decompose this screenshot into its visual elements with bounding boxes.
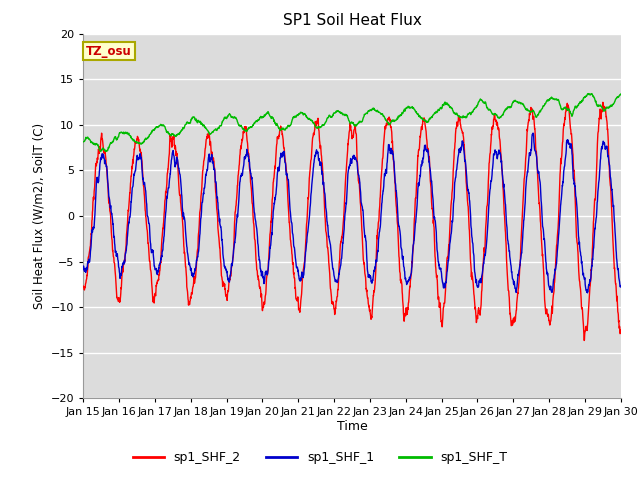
sp1_SHF_2: [580, 337, 588, 343]
sp1_SHF_T: [102, 148, 110, 154]
Text: TZ_osu: TZ_osu: [86, 45, 132, 58]
sp1_SHF_1: [584, 290, 591, 296]
sp1_SHF_T: [585, 91, 593, 97]
sp1_SHF_2: [367, 314, 375, 320]
sp1_SHF_1: [529, 131, 537, 136]
sp1_SHF_2: [508, 318, 516, 324]
sp1_SHF_T: [230, 115, 237, 121]
sp1_SHF_2: [379, 154, 387, 159]
sp1_SHF_1: [229, 253, 237, 259]
Line: sp1_SHF_T: sp1_SHF_T: [83, 94, 621, 151]
sp1_SHF_T: [79, 139, 87, 145]
sp1_SHF_T: [508, 101, 516, 107]
sp1_SHF_T: [368, 107, 376, 113]
sp1_SHF_1: [617, 284, 625, 289]
sp1_SHF_T: [380, 113, 387, 119]
sp1_SHF_T: [570, 108, 577, 114]
sp1_SHF_2: [229, 254, 237, 260]
sp1_SHF_1: [570, 176, 577, 181]
sp1_SHF_2: [599, 99, 607, 105]
sp1_SHF_2: [617, 329, 625, 335]
sp1_SHF_1: [508, 271, 516, 277]
sp1_SHF_1: [79, 264, 87, 269]
Title: SP1 Soil Heat Flux: SP1 Soil Heat Flux: [283, 13, 421, 28]
Y-axis label: Soil Heat Flux (W/m2), SoilT (C): Soil Heat Flux (W/m2), SoilT (C): [32, 123, 45, 309]
Legend: sp1_SHF_2, sp1_SHF_1, sp1_SHF_T: sp1_SHF_2, sp1_SHF_1, sp1_SHF_T: [127, 446, 513, 469]
sp1_SHF_T: [617, 91, 625, 97]
sp1_SHF_1: [367, 278, 375, 284]
sp1_SHF_1: [585, 282, 593, 288]
Line: sp1_SHF_1: sp1_SHF_1: [83, 133, 621, 293]
X-axis label: Time: Time: [337, 420, 367, 433]
sp1_SHF_2: [570, 160, 577, 166]
sp1_SHF_T: [584, 91, 592, 96]
sp1_SHF_2: [584, 308, 592, 313]
sp1_SHF_2: [79, 283, 87, 289]
sp1_SHF_1: [379, 188, 387, 194]
Line: sp1_SHF_2: sp1_SHF_2: [83, 102, 621, 340]
